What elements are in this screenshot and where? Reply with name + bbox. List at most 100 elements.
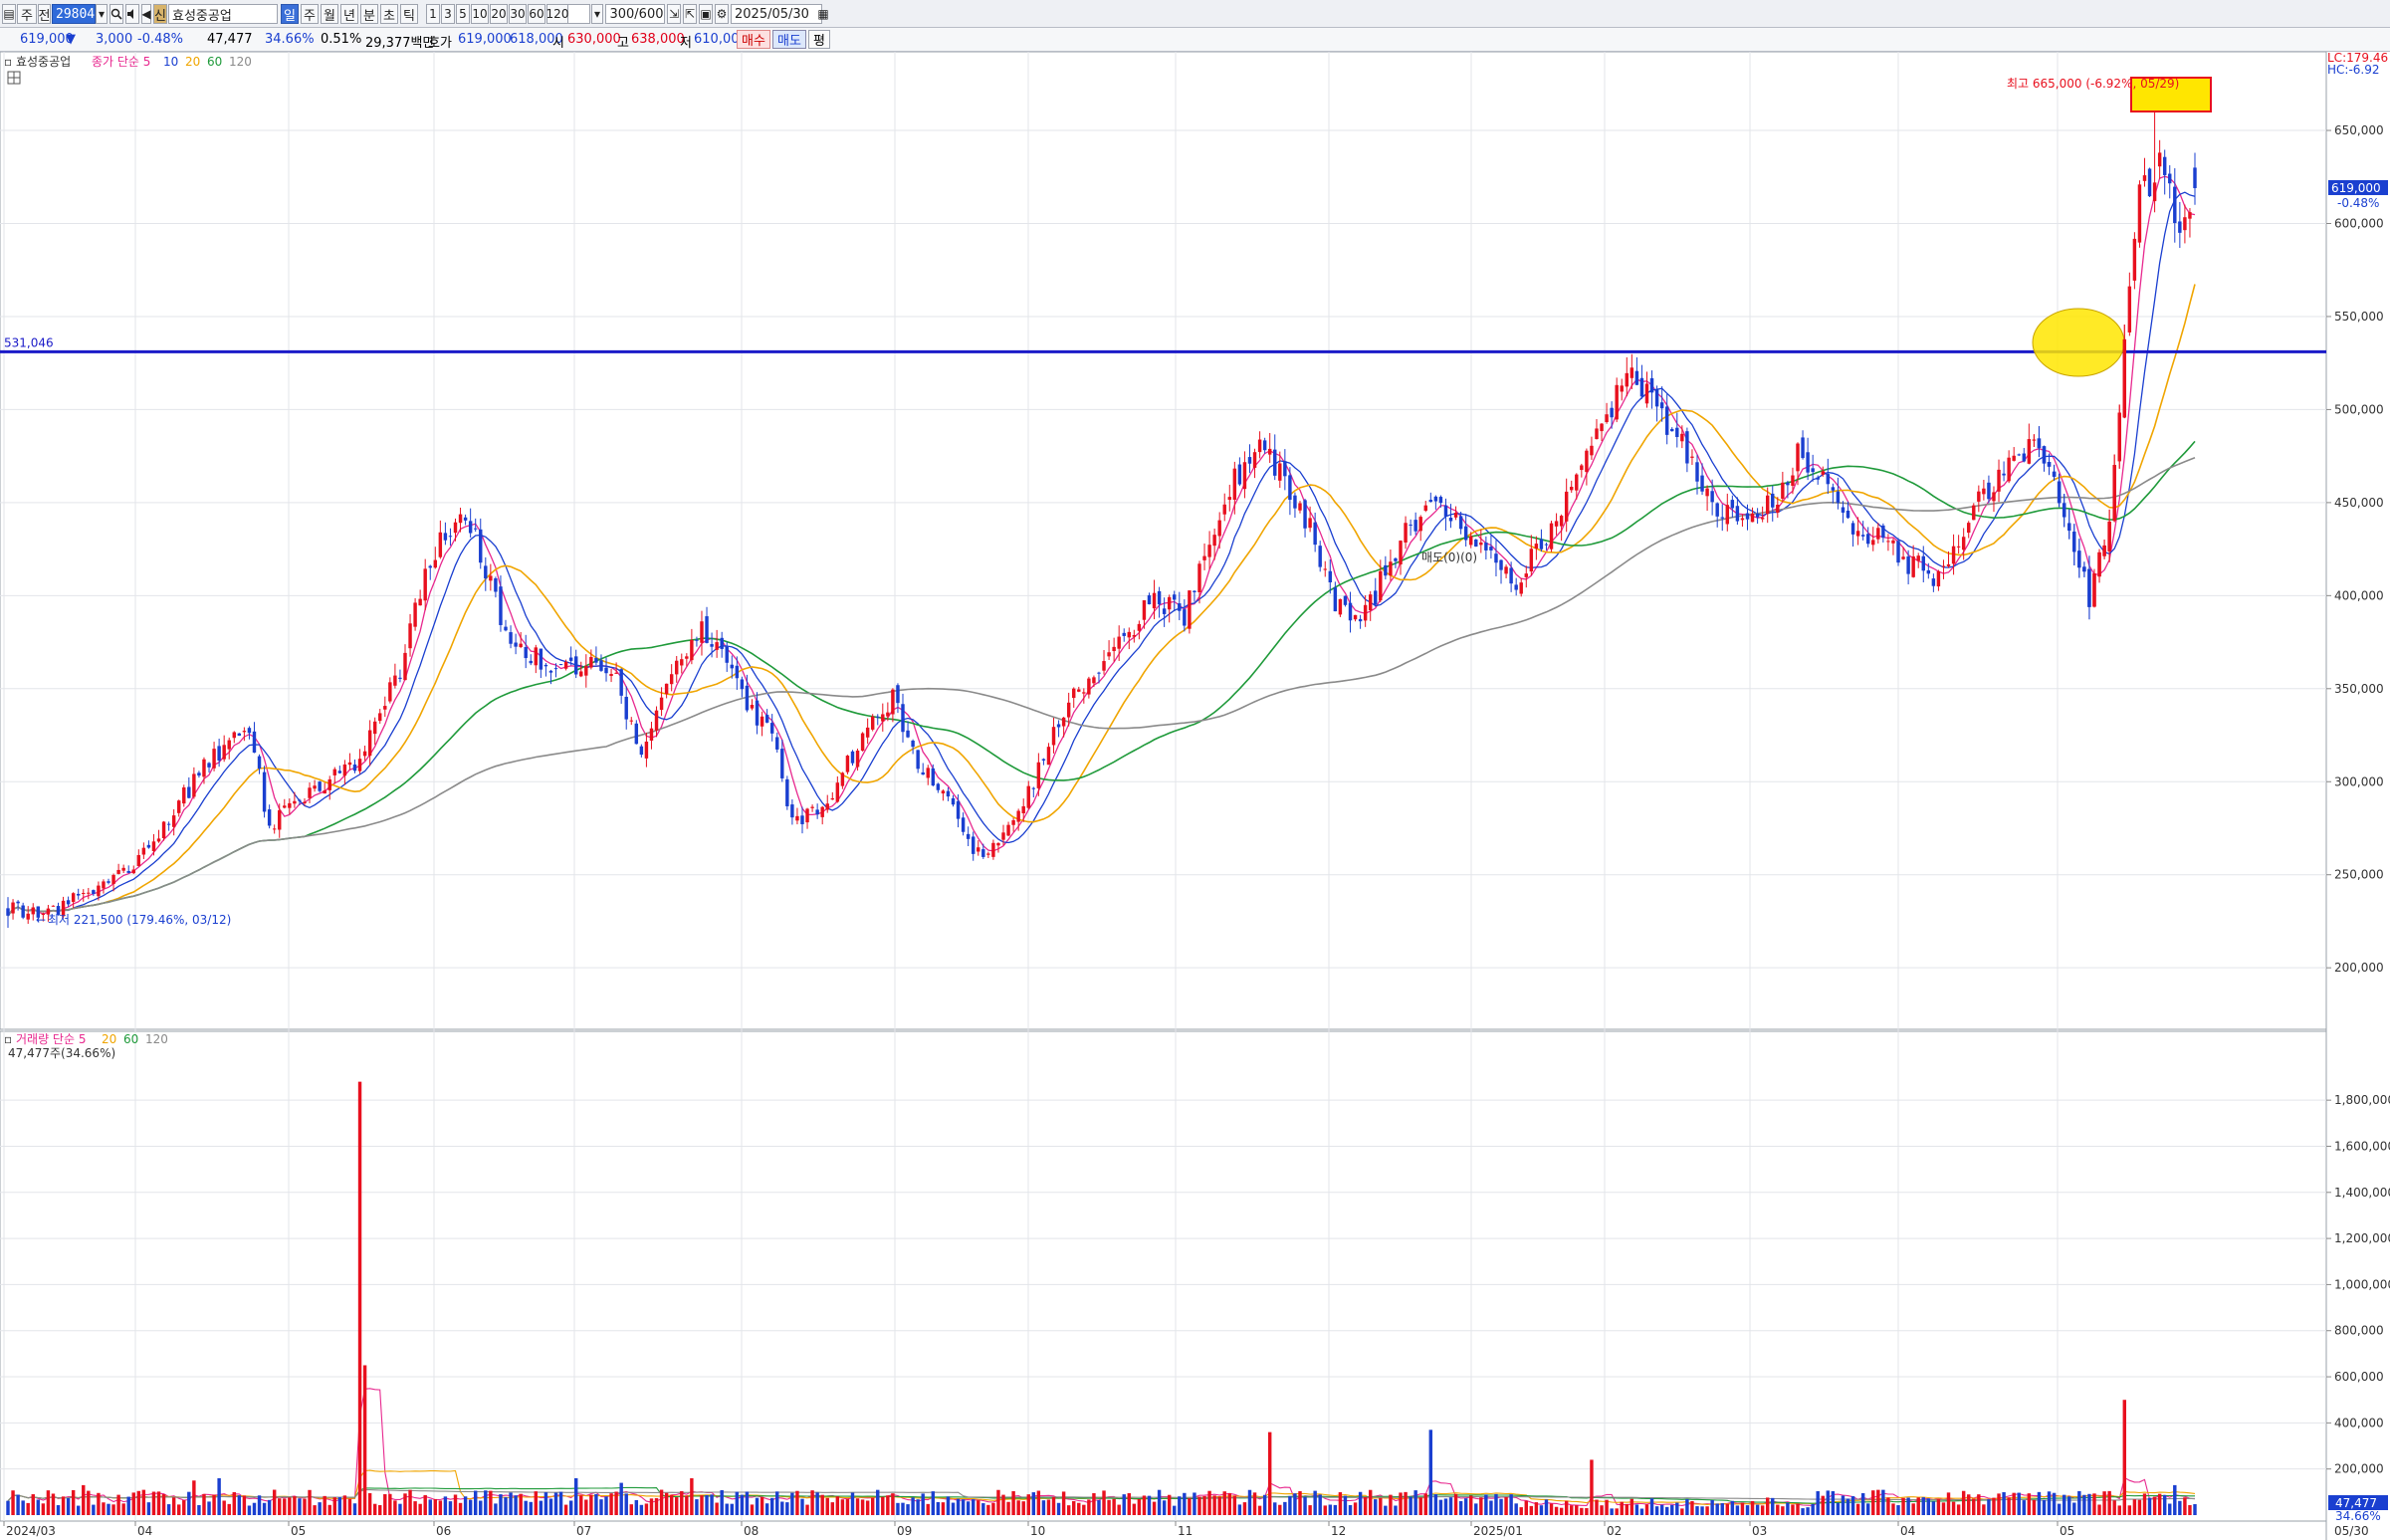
candle-body (318, 781, 322, 791)
buy-button[interactable]: 매수 (737, 30, 770, 49)
code-dropdown-icon[interactable]: ▾ (96, 4, 108, 24)
candle-body (1850, 523, 1855, 535)
candle-body (1313, 522, 1317, 546)
volume-tick-label: 1,800,000 (2334, 1093, 2390, 1107)
period-button-5[interactable]: 초 (380, 4, 398, 24)
market-type-button[interactable]: 주 (17, 4, 37, 24)
candle-body (966, 833, 971, 839)
period-button-6[interactable]: 틱 (400, 4, 418, 24)
volume-bar (1152, 1501, 1157, 1515)
volume-bar (1906, 1497, 1910, 1515)
volume-bar (443, 1496, 448, 1515)
sell-button[interactable]: 매도 (772, 30, 806, 49)
candle-body (2168, 173, 2172, 184)
flat-button[interactable]: 평 (808, 30, 830, 49)
candle-body (489, 575, 493, 581)
speaker-icon[interactable] (125, 4, 139, 24)
volume-bar (473, 1490, 478, 1515)
candle-body (1041, 759, 1046, 761)
candle-body (1489, 547, 1493, 550)
volume-bar (1841, 1495, 1846, 1515)
month-label: 05 (2060, 1524, 2074, 1538)
volume-bar (624, 1493, 628, 1515)
candle-body (66, 900, 71, 905)
volume-bar (659, 1489, 664, 1515)
zoom-in-icon[interactable]: ⇲ (667, 4, 681, 24)
period-button-0[interactable]: 일 (281, 4, 299, 24)
stock-code-input[interactable]: 298040 (52, 4, 103, 24)
candle-body (589, 656, 593, 668)
calendar-icon[interactable]: ▦ (817, 7, 829, 21)
settings-icon[interactable]: ⚙ (715, 4, 729, 24)
support-line-label: 531,046 (4, 335, 54, 349)
candle-body (398, 677, 402, 679)
period-button-1[interactable]: 주 (301, 4, 319, 24)
volume-bar (1595, 1499, 1599, 1515)
candle-body (267, 809, 272, 826)
volume-bar (308, 1489, 312, 1515)
candle-body (1811, 468, 1815, 473)
zoom-out-icon[interactable]: ⇱ (683, 4, 697, 24)
volume-bar (16, 1494, 20, 1515)
stock-name-field[interactable]: 효성중공업 (168, 4, 278, 24)
candle-body (956, 800, 961, 819)
volume-bar (433, 1498, 438, 1515)
volume-bar (1122, 1494, 1126, 1515)
candle-body (1615, 384, 1619, 420)
search-icon[interactable] (109, 4, 123, 24)
candle-body (21, 905, 25, 918)
candle-body (1705, 488, 1709, 497)
count-field[interactable]: 300/600 (605, 4, 665, 24)
candle-body (1072, 688, 1076, 699)
interval-button-5[interactable]: 5 (456, 4, 470, 24)
volume-bar (298, 1498, 302, 1515)
volume-bar (2157, 1493, 2162, 1515)
volume-bar (876, 1489, 880, 1515)
info-badge[interactable]: 신 (153, 4, 167, 24)
volume-bar (1745, 1505, 1750, 1515)
volume-bar (2132, 1499, 2137, 1515)
period-button-3[interactable]: 년 (340, 4, 358, 24)
interval-button-20[interactable]: 20 (490, 4, 508, 24)
interval-button-60[interactable]: 60 (528, 4, 545, 24)
volume-bar (126, 1496, 130, 1515)
volume-bar (740, 1494, 745, 1515)
candle-body (2173, 186, 2177, 224)
candle-body (509, 632, 513, 644)
volume-bar (1217, 1496, 1221, 1515)
candle-body (1463, 526, 1468, 541)
volume-bar (548, 1498, 553, 1515)
period-button-2[interactable]: 월 (321, 4, 338, 24)
candle-body (725, 646, 729, 663)
legend-period-20: 20 (185, 55, 200, 69)
volume-bar (886, 1495, 890, 1515)
interval-button-10[interactable]: 10 (471, 4, 489, 24)
candle-body (171, 815, 176, 827)
candle-body (1428, 500, 1433, 503)
interval-button-30[interactable]: 30 (509, 4, 527, 24)
candle-body (1865, 534, 1870, 545)
volume-bar (367, 1492, 372, 1515)
candle-body (1338, 598, 1343, 615)
prev-stock-icon[interactable]: ◀ (141, 4, 151, 24)
candle-body (1806, 452, 1810, 473)
interval-button-120[interactable]: 120 (546, 4, 568, 24)
period-button-4[interactable]: 분 (360, 4, 378, 24)
volume-bar (1061, 1491, 1066, 1515)
candle-body (1896, 541, 1900, 563)
interval-button-3[interactable]: 3 (441, 4, 455, 24)
scope-button[interactable]: 전 (38, 4, 51, 24)
candle-body (308, 787, 312, 798)
volume-bar (563, 1504, 568, 1515)
date-field[interactable]: 2025/05/30 (731, 4, 822, 24)
save-icon[interactable]: ▣ (699, 4, 713, 24)
volume-bar (840, 1499, 845, 1515)
axes: 200,000 250,000 300,000 350,000 400,000 450,0… (3, 123, 2390, 1538)
volume-bar (227, 1503, 231, 1515)
interval-button-1[interactable]: 1 (426, 4, 440, 24)
volume-bar (805, 1504, 809, 1515)
menu-icon[interactable]: ▤ (2, 4, 16, 24)
interval-dropdown-icon[interactable]: ▾ (591, 4, 603, 24)
candle-body (634, 723, 639, 745)
candle-body (237, 733, 242, 737)
